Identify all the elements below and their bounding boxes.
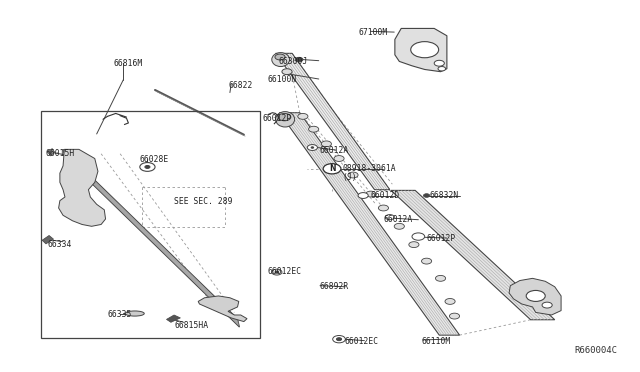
Polygon shape <box>391 190 555 320</box>
Circle shape <box>295 57 303 62</box>
Circle shape <box>412 233 425 240</box>
Text: 66012EC: 66012EC <box>268 266 302 276</box>
Text: 66815HA: 66815HA <box>174 321 208 330</box>
Text: 66012D: 66012D <box>371 192 400 201</box>
Circle shape <box>323 164 341 174</box>
Circle shape <box>449 313 460 319</box>
Circle shape <box>445 298 455 304</box>
Circle shape <box>365 191 376 197</box>
Circle shape <box>140 163 155 171</box>
Ellipse shape <box>276 112 294 127</box>
Text: N: N <box>329 164 335 173</box>
Circle shape <box>409 242 419 247</box>
Text: 67100M: 67100M <box>358 28 387 36</box>
Text: SEE SEC. 289: SEE SEC. 289 <box>174 197 232 206</box>
Text: 66015H: 66015H <box>46 148 75 157</box>
Circle shape <box>438 67 445 71</box>
Polygon shape <box>47 149 55 156</box>
Circle shape <box>333 336 346 343</box>
Polygon shape <box>63 149 239 327</box>
Text: 66816M: 66816M <box>114 59 143 68</box>
Circle shape <box>526 291 545 301</box>
Text: 66012EC: 66012EC <box>344 337 378 346</box>
Polygon shape <box>198 296 247 321</box>
Text: 66335: 66335 <box>108 311 132 320</box>
Circle shape <box>145 166 150 169</box>
Circle shape <box>435 275 445 281</box>
Text: 66334: 66334 <box>47 240 72 249</box>
Text: 08918-3061A: 08918-3061A <box>343 164 396 173</box>
Circle shape <box>334 155 344 161</box>
Circle shape <box>298 113 308 119</box>
Polygon shape <box>395 28 447 72</box>
Polygon shape <box>280 113 460 335</box>
Circle shape <box>378 205 388 211</box>
Text: 66822: 66822 <box>228 81 252 90</box>
Circle shape <box>321 141 332 147</box>
Circle shape <box>311 147 314 148</box>
Circle shape <box>337 338 342 341</box>
Text: 66832N: 66832N <box>429 192 458 201</box>
Circle shape <box>278 113 291 121</box>
Polygon shape <box>509 278 561 315</box>
Ellipse shape <box>272 52 289 67</box>
Circle shape <box>275 54 285 60</box>
Text: 66300J: 66300J <box>279 57 308 66</box>
Text: 66012A: 66012A <box>320 146 349 155</box>
Text: 66028E: 66028E <box>139 155 168 164</box>
Circle shape <box>542 302 552 308</box>
Circle shape <box>308 126 319 132</box>
Circle shape <box>358 193 368 198</box>
Circle shape <box>275 271 279 273</box>
Text: R660004C: R660004C <box>574 346 617 355</box>
Text: 66012P: 66012P <box>263 114 292 123</box>
Circle shape <box>394 223 404 229</box>
Polygon shape <box>59 149 106 226</box>
Circle shape <box>282 69 292 75</box>
Circle shape <box>307 145 317 150</box>
Circle shape <box>411 42 438 58</box>
Circle shape <box>434 60 444 66</box>
Text: 66100N: 66100N <box>268 75 297 84</box>
Circle shape <box>385 215 394 220</box>
Text: (J): (J) <box>343 173 358 182</box>
Circle shape <box>348 172 358 178</box>
Polygon shape <box>42 235 54 244</box>
Text: 66012P: 66012P <box>427 234 456 243</box>
Ellipse shape <box>125 311 144 316</box>
Circle shape <box>272 269 282 275</box>
Polygon shape <box>276 53 390 190</box>
Text: 66012A: 66012A <box>383 215 413 224</box>
Text: 66892R: 66892R <box>320 282 349 291</box>
Circle shape <box>422 258 431 264</box>
Text: 66110M: 66110M <box>422 337 451 346</box>
Bar <box>41 111 260 338</box>
Polygon shape <box>166 315 180 322</box>
Circle shape <box>424 194 429 198</box>
